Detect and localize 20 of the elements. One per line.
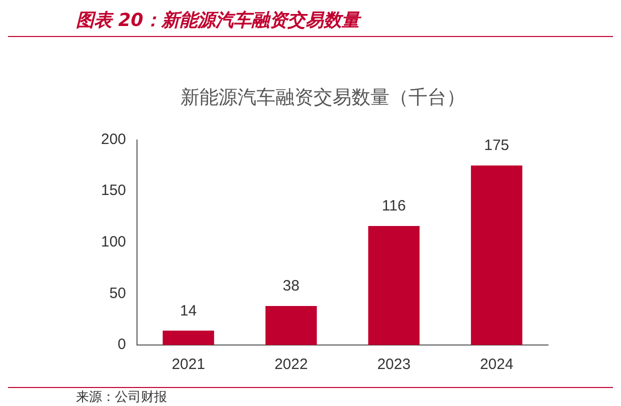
y-tick-label: 50 bbox=[109, 284, 126, 302]
bar bbox=[368, 226, 420, 345]
x-tick-label: 2024 bbox=[480, 356, 514, 374]
y-tick-label: 100 bbox=[100, 234, 126, 251]
y-tick-label: 150 bbox=[100, 182, 126, 200]
data-label: 14 bbox=[180, 302, 197, 320]
x-tick-label: 2022 bbox=[274, 356, 308, 374]
y-tick-label: 200 bbox=[100, 130, 126, 148]
data-label: 38 bbox=[282, 278, 300, 295]
x-tick-label: 2021 bbox=[172, 356, 206, 374]
bar bbox=[162, 330, 214, 345]
source-note: 来源：公司财报 bbox=[76, 390, 167, 405]
y-tick-label: 0 bbox=[118, 336, 126, 354]
data-label: 175 bbox=[484, 137, 510, 154]
x-tick-label: 2023 bbox=[377, 356, 411, 374]
bar bbox=[265, 306, 317, 345]
bar bbox=[470, 165, 522, 345]
chart-title: 图表 20：新能源汽车融资交易数量 bbox=[8, 8, 613, 37]
chart-subtitle: 新能源汽车融资交易数量（千台） bbox=[180, 86, 466, 108]
data-label: 116 bbox=[382, 198, 406, 215]
